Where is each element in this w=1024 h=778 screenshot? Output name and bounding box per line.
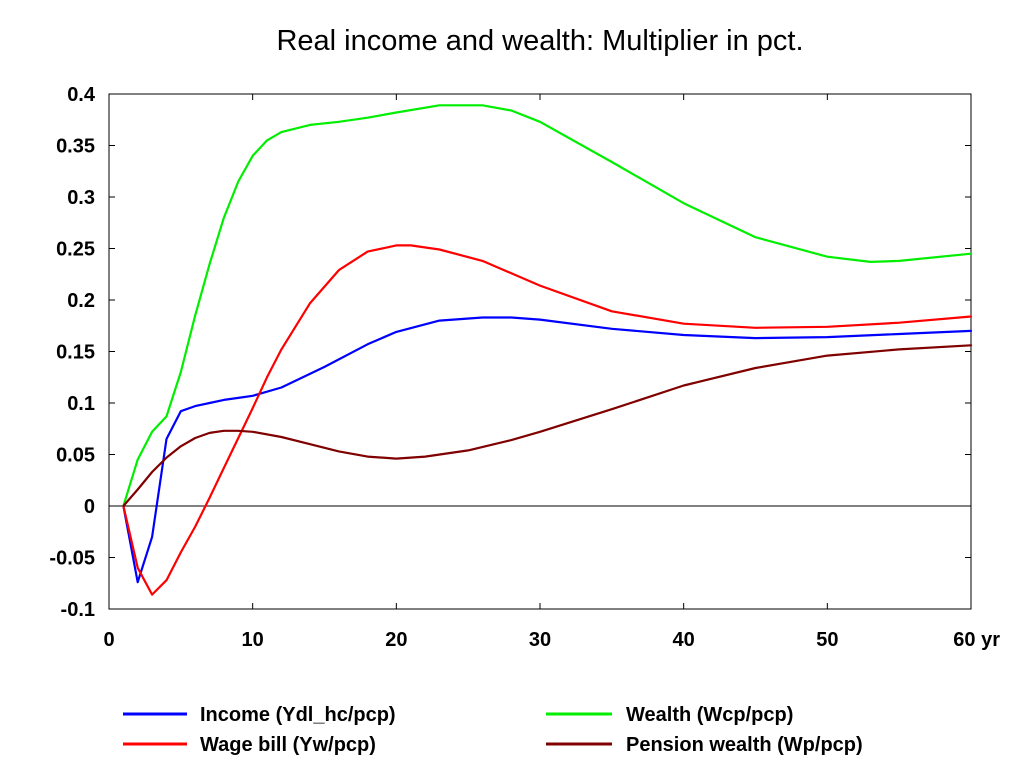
plot-frame bbox=[108, 93, 972, 610]
y-tick-label: -0.05 bbox=[49, 548, 95, 570]
x-tick-label: 60 yr bbox=[953, 629, 1000, 651]
legend: Income (Ydl_hc/pcp) Wage bill (Yw/pcp) Wea… bbox=[123, 704, 863, 756]
y-tick-label: 0.15 bbox=[56, 342, 95, 364]
series-line-3 bbox=[122, 344, 973, 508]
y-tick-label: 0.1 bbox=[67, 393, 95, 415]
series-lines bbox=[122, 104, 973, 596]
legend-label: Wealth (Wcp/pcp) bbox=[626, 704, 793, 726]
legend-label: Pension wealth (Wp/pcp) bbox=[626, 734, 863, 756]
y-tick-label: 0.25 bbox=[56, 239, 95, 261]
x-tick-label: 40 bbox=[673, 629, 695, 651]
x-tick-label: 10 bbox=[242, 629, 264, 651]
x-tick-label: 50 bbox=[816, 629, 838, 651]
y-tick-label: 0 bbox=[84, 496, 95, 518]
y-tick-label: -0.1 bbox=[61, 599, 95, 621]
y-tick-label: 0.2 bbox=[67, 290, 95, 312]
chart-title: Real income and wealth: Multiplier in pc… bbox=[276, 25, 803, 57]
y-tick-label: 0.4 bbox=[67, 84, 96, 106]
x-axis: 0 10 20 30 40 50 60 yr bbox=[103, 94, 1000, 651]
series-line-0 bbox=[122, 316, 973, 584]
y-axis: -0.1 -0.05 0 0.05 0.1 0.15 0.2 0.25 0.3 0.35 0.4 bbox=[49, 84, 971, 621]
series-line-2 bbox=[122, 104, 973, 508]
legend-label: Income (Ydl_hc/pcp) bbox=[200, 704, 396, 726]
x-tick-label: 0 bbox=[103, 629, 114, 651]
legend-label: Wage bill (Yw/pcp) bbox=[200, 734, 376, 756]
y-tick-label: 0.05 bbox=[56, 445, 95, 467]
series-line-1 bbox=[122, 244, 973, 596]
x-tick-label: 30 bbox=[529, 629, 551, 651]
y-tick-label: 0.35 bbox=[56, 136, 95, 158]
x-tick-label: 20 bbox=[385, 629, 407, 651]
y-tick-label: 0.3 bbox=[67, 187, 95, 209]
